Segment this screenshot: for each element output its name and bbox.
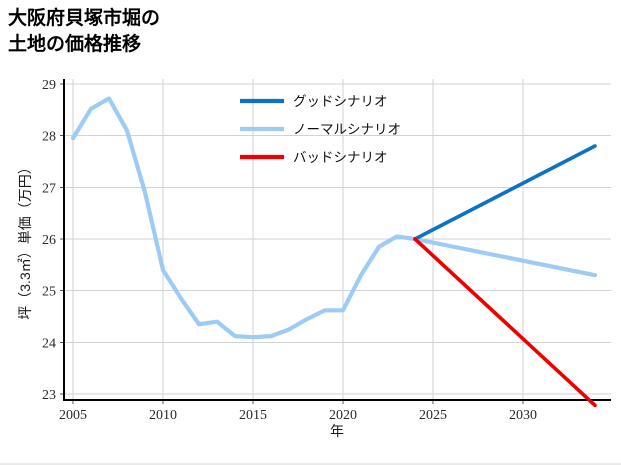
x-tick-labels: 2005 2010 2015 2020 2025 2030 bbox=[59, 408, 537, 423]
y-tick-label: 26 bbox=[42, 233, 56, 248]
y-tick-label: 28 bbox=[42, 130, 56, 145]
y-tick-labels: 23 24 25 26 27 28 29 bbox=[42, 78, 56, 403]
x-axis-title: 年 bbox=[330, 423, 344, 439]
page-title: 大阪府貝塚市堀の 土地の価格推移 bbox=[8, 8, 161, 55]
legend-label-1: ノーマルシナリオ bbox=[293, 122, 401, 137]
x-tick-label: 2005 bbox=[59, 408, 87, 423]
y-tick-label: 25 bbox=[42, 285, 56, 300]
x-tick-label: 2020 bbox=[329, 408, 357, 423]
x-tick-label: 2015 bbox=[239, 408, 267, 423]
series-line-ノーマルシナリオ bbox=[70, 96, 598, 340]
series-line-バッドシナリオ bbox=[413, 237, 597, 408]
y-axis-title: 坪（3.3㎡）単価（万円） bbox=[17, 160, 33, 319]
data-series bbox=[70, 96, 598, 408]
gridlines bbox=[64, 79, 611, 400]
x-tick-label: 2030 bbox=[509, 408, 537, 423]
axis-spines bbox=[62, 79, 611, 402]
legend-label-2: バッドシナリオ bbox=[293, 150, 388, 165]
y-tick-label: 27 bbox=[42, 181, 56, 196]
y-tick-label: 29 bbox=[42, 78, 56, 93]
legend-label-0: グッドシナリオ bbox=[293, 94, 388, 109]
x-tick-label: 2010 bbox=[149, 408, 177, 423]
x-tick-label: 2025 bbox=[419, 408, 447, 423]
series-line-グッドシナリオ bbox=[413, 144, 597, 241]
y-tick-label: 24 bbox=[42, 336, 56, 351]
y-tick-label: 23 bbox=[42, 388, 56, 403]
